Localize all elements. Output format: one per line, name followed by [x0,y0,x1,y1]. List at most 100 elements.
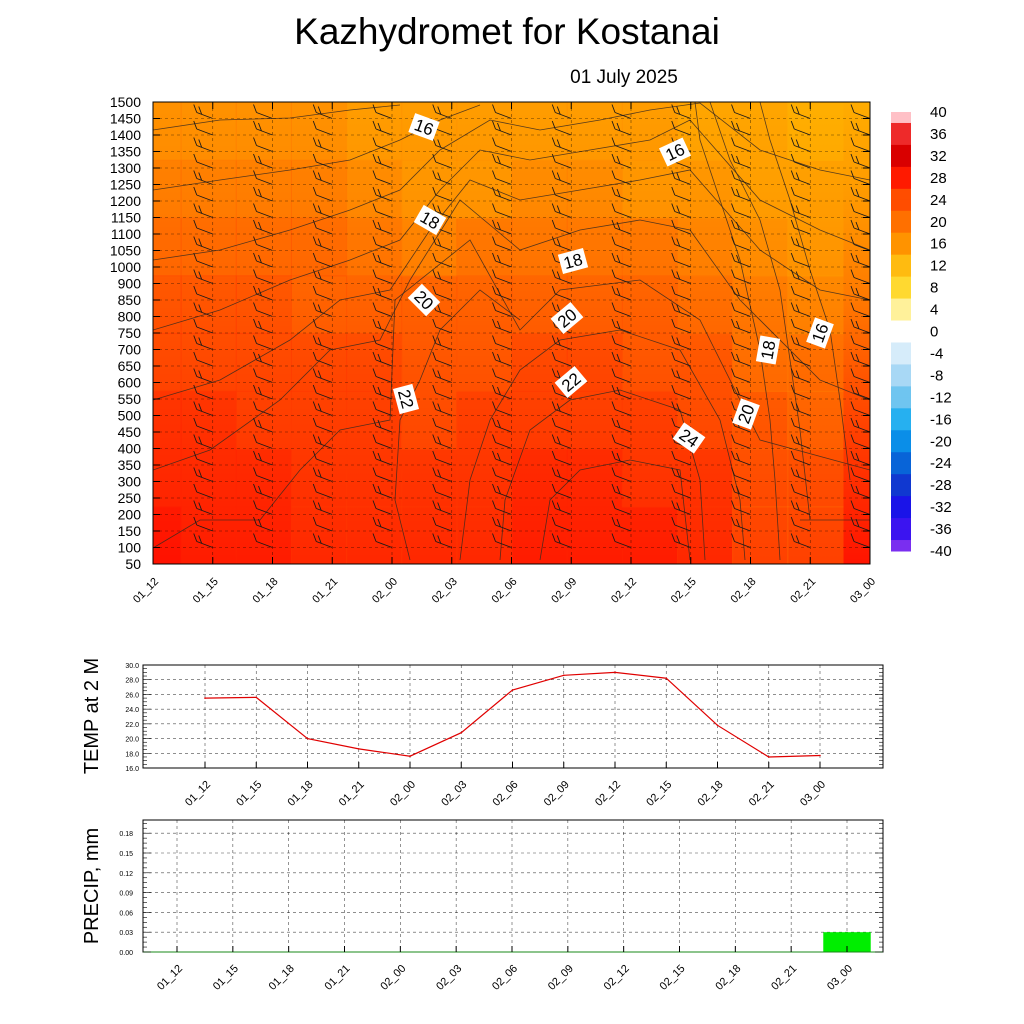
wind-barb-flag [372,104,377,113]
wind-barb [731,483,751,499]
wind-barb-shaft [375,343,393,350]
wind-barb-flag [790,269,795,278]
x-tick-label: 02_21 [769,963,799,993]
colorbar-swatch [891,232,911,245]
wind-barb [551,203,572,218]
x-tick-label: 02_03 [434,963,464,993]
x-tick-label: 02_00 [370,576,400,606]
wind-barb-flag [317,271,322,280]
wind-barb [432,236,452,251]
wind-barb [193,137,213,152]
x-tick-label: 01_21 [310,576,340,606]
x-tick-label: 02_15 [669,576,699,606]
wind-barb-flag [850,384,855,394]
wind-barb-flag [850,137,855,146]
x-tick-label: 02_18 [696,779,726,809]
wind-barb-flag [611,120,616,130]
wind-barb-flag [437,238,442,247]
wind-barb [850,104,870,119]
wind-barb-shaft [614,194,632,202]
wind-barb-flag [497,221,501,231]
wind-barb [790,318,811,334]
y-tick-label: 1050 [110,243,141,259]
wind-barb-flag [372,434,377,443]
wind-barb-flag [790,285,795,295]
wind-barb-flag [850,516,855,526]
wind-barb [629,102,631,103]
wind-barb-shaft [674,244,691,251]
wind-barb-flag [611,153,616,163]
wind-barb-shaft [435,359,452,367]
wind-barb-shaft [674,161,691,169]
heatmap-cell [511,102,568,161]
colorbar-swatch [891,430,911,442]
y-tick-label: 30.0 [125,663,139,670]
wind-barb-shaft [196,392,213,400]
wind-barb [492,120,512,136]
wind-barb-flag [198,403,203,412]
wind-barb-shaft [196,359,213,367]
wind-barb-flag [731,450,735,460]
wind-barb-flag [850,153,855,163]
wind-barb [312,500,333,515]
wind-barb-flag [432,467,437,476]
wind-barb-shaft [794,277,811,284]
wind-barb [790,153,811,169]
contour-label: 20 [732,398,760,430]
wind-barb-flag [731,252,735,262]
wind-barb [390,102,392,103]
wind-barb-shaft [674,112,691,119]
wind-barb [312,170,333,185]
wind-barb [492,401,512,416]
wind-barb-flag [790,335,795,344]
wind-barb [850,384,870,400]
wind-barb [671,170,691,185]
wind-barb-flag [372,401,377,410]
wind-barb [850,368,870,383]
wind-barb-flag [736,485,740,495]
wind-barb [790,269,811,284]
wind-barb [850,516,870,532]
wind-barb-flag [551,351,556,361]
wind-barb [492,384,512,400]
wind-barb [312,401,333,416]
wind-barb [432,434,452,449]
wind-barb-flag [736,122,740,132]
x-tick-label: 01_12 [183,779,213,809]
wind-barb-flag [556,172,561,181]
wind-barb-flag [253,285,257,295]
wind-barb-flag [850,450,855,460]
wind-barb-shaft [435,244,452,251]
colorbar-label: 12 [930,258,947,275]
wind-barb [551,269,572,284]
colorbar-label: -16 [930,411,952,428]
wind-barb-flag [736,188,740,198]
wind-barb-flag [611,203,616,212]
wind-barb-shaft [495,293,512,301]
wind-barb-flag [372,219,377,229]
wind-barb [551,467,572,482]
x-tick-label: 01_12 [155,963,185,993]
wind-barb [253,318,273,334]
wind-barb-shaft [256,409,273,416]
heatmap-cell [621,275,679,335]
wind-barb-flag [253,120,257,130]
wind-barb-flag [790,516,795,526]
wind-barb [868,102,870,103]
colorbar-swatch [891,298,911,311]
wind-barb-flag [372,318,377,328]
wind-barb [731,186,751,202]
wind-barb-flag [377,485,382,495]
y-tick-label: 22.0 [125,722,139,729]
wind-barb-shaft [614,359,632,367]
wind-barb [671,384,691,400]
wind-barb-flag [193,186,198,196]
wind-barb [492,434,512,449]
colorbar-label: -24 [930,455,952,472]
wind-barb-shaft [435,293,452,301]
wind-barb-shaft [794,359,811,367]
wind-barb [432,186,452,202]
wind-barb-shaft [674,310,691,317]
wind-barb [253,450,273,466]
wind-barb [611,219,632,235]
